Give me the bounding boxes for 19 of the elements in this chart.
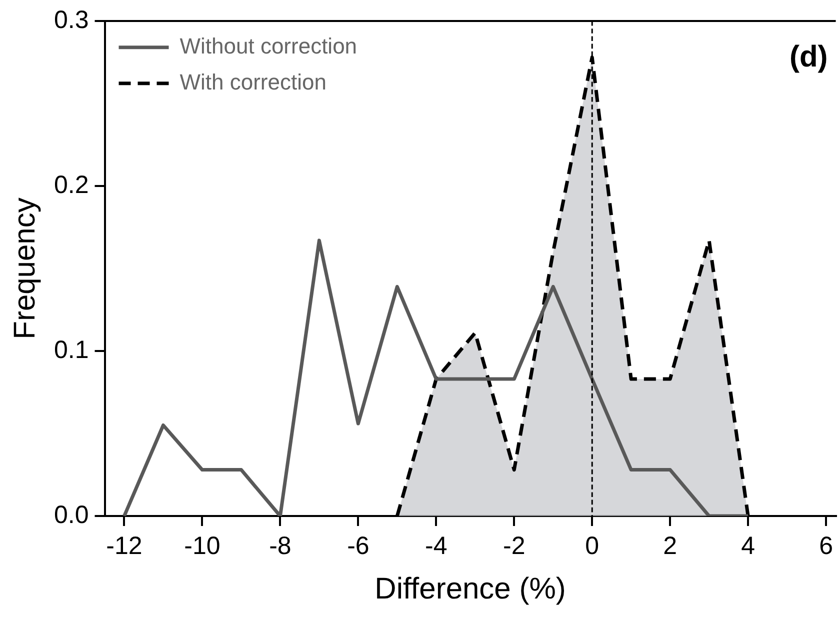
x-tick-label: 0	[585, 532, 600, 560]
x-tick-label: 4	[741, 532, 756, 560]
y-tick-label: 0.2	[54, 170, 89, 199]
x-axis-title: Difference (%)	[374, 572, 566, 606]
x-tick-label: 2	[663, 532, 678, 560]
annotation: (d)	[789, 40, 828, 74]
y-tick-label: 0.0	[54, 500, 89, 529]
legend-label: Without correction	[180, 33, 358, 58]
legend-label: With correction	[180, 69, 326, 94]
x-tick-label: 6	[819, 532, 833, 560]
x-tick-label: -6	[347, 532, 370, 560]
x-tick-label: -2	[503, 532, 526, 560]
x-tick-label: -8	[269, 532, 292, 560]
y-tick-label: 0.1	[54, 336, 89, 364]
y-tick-label: 0.3	[54, 6, 89, 34]
x-tick-label: -12	[106, 532, 142, 560]
y-axis-title: Frequency	[8, 198, 42, 340]
x-tick-label: -10	[184, 532, 220, 560]
x-tick-label: -4	[425, 532, 448, 560]
